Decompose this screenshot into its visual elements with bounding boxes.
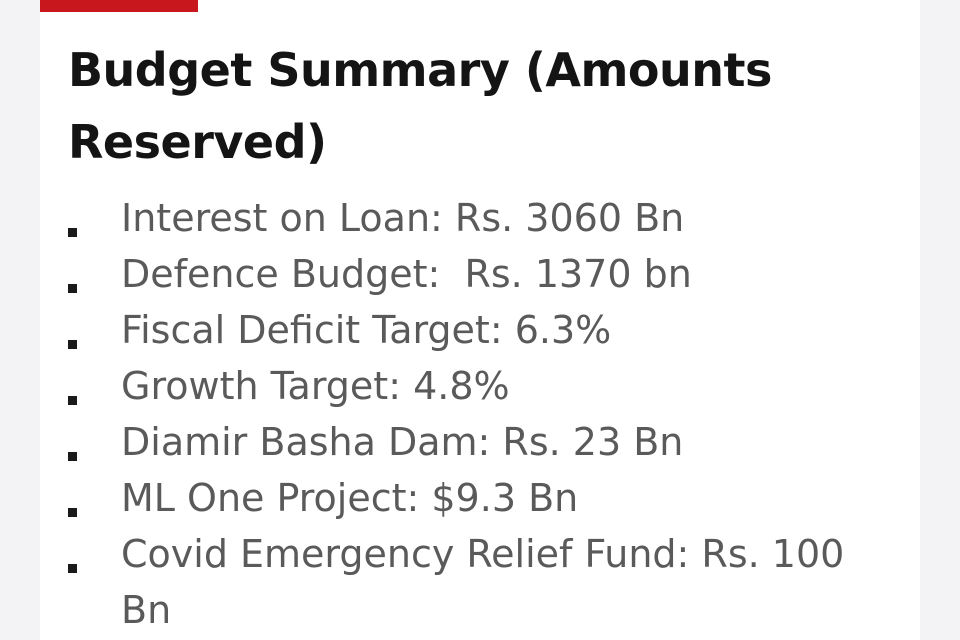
list-item-text: Covid Emergency Relief Fund: Rs. 100 Bn [121,532,857,632]
list-item-text: Growth Target: 4.8% [121,364,510,408]
square-bullet-icon [68,508,77,517]
list-item-text: Defence Budget: Rs. 1370 bn [121,252,692,296]
list-item: Fiscal Deficit Target: 6.3% [68,302,888,358]
list-item: Growth Target: 4.8% [68,358,888,414]
list-item-text: ML One Project: $9.3 Bn [121,476,579,520]
article-card: Budget Summary (Amounts Reserved) Intere… [40,0,920,640]
list-item-text: Fiscal Deficit Target: 6.3% [121,308,612,352]
page-title: Budget Summary (Amounts Reserved) [68,43,772,169]
accent-bar [40,0,198,12]
list-item: ML One Project: $9.3 Bn [68,470,888,526]
list-item: Interest on Loan: Rs. 3060 Bn [68,190,888,246]
list-item: Covid Emergency Relief Fund: Rs. 100 Bn [68,526,888,638]
list-item-text: Interest on Loan: Rs. 3060 Bn [121,196,685,240]
list-item: Diamir Basha Dam: Rs. 23 Bn [68,414,888,470]
budget-list: Interest on Loan: Rs. 3060 Bn Defence Bu… [68,190,888,638]
square-bullet-icon [68,284,77,293]
square-bullet-icon [68,452,77,461]
square-bullet-icon [68,564,77,573]
list-item-text: Diamir Basha Dam: Rs. 23 Bn [121,420,684,464]
square-bullet-icon [68,340,77,349]
square-bullet-icon [68,228,77,237]
square-bullet-icon [68,396,77,405]
list-item: Defence Budget: Rs. 1370 bn [68,246,888,302]
